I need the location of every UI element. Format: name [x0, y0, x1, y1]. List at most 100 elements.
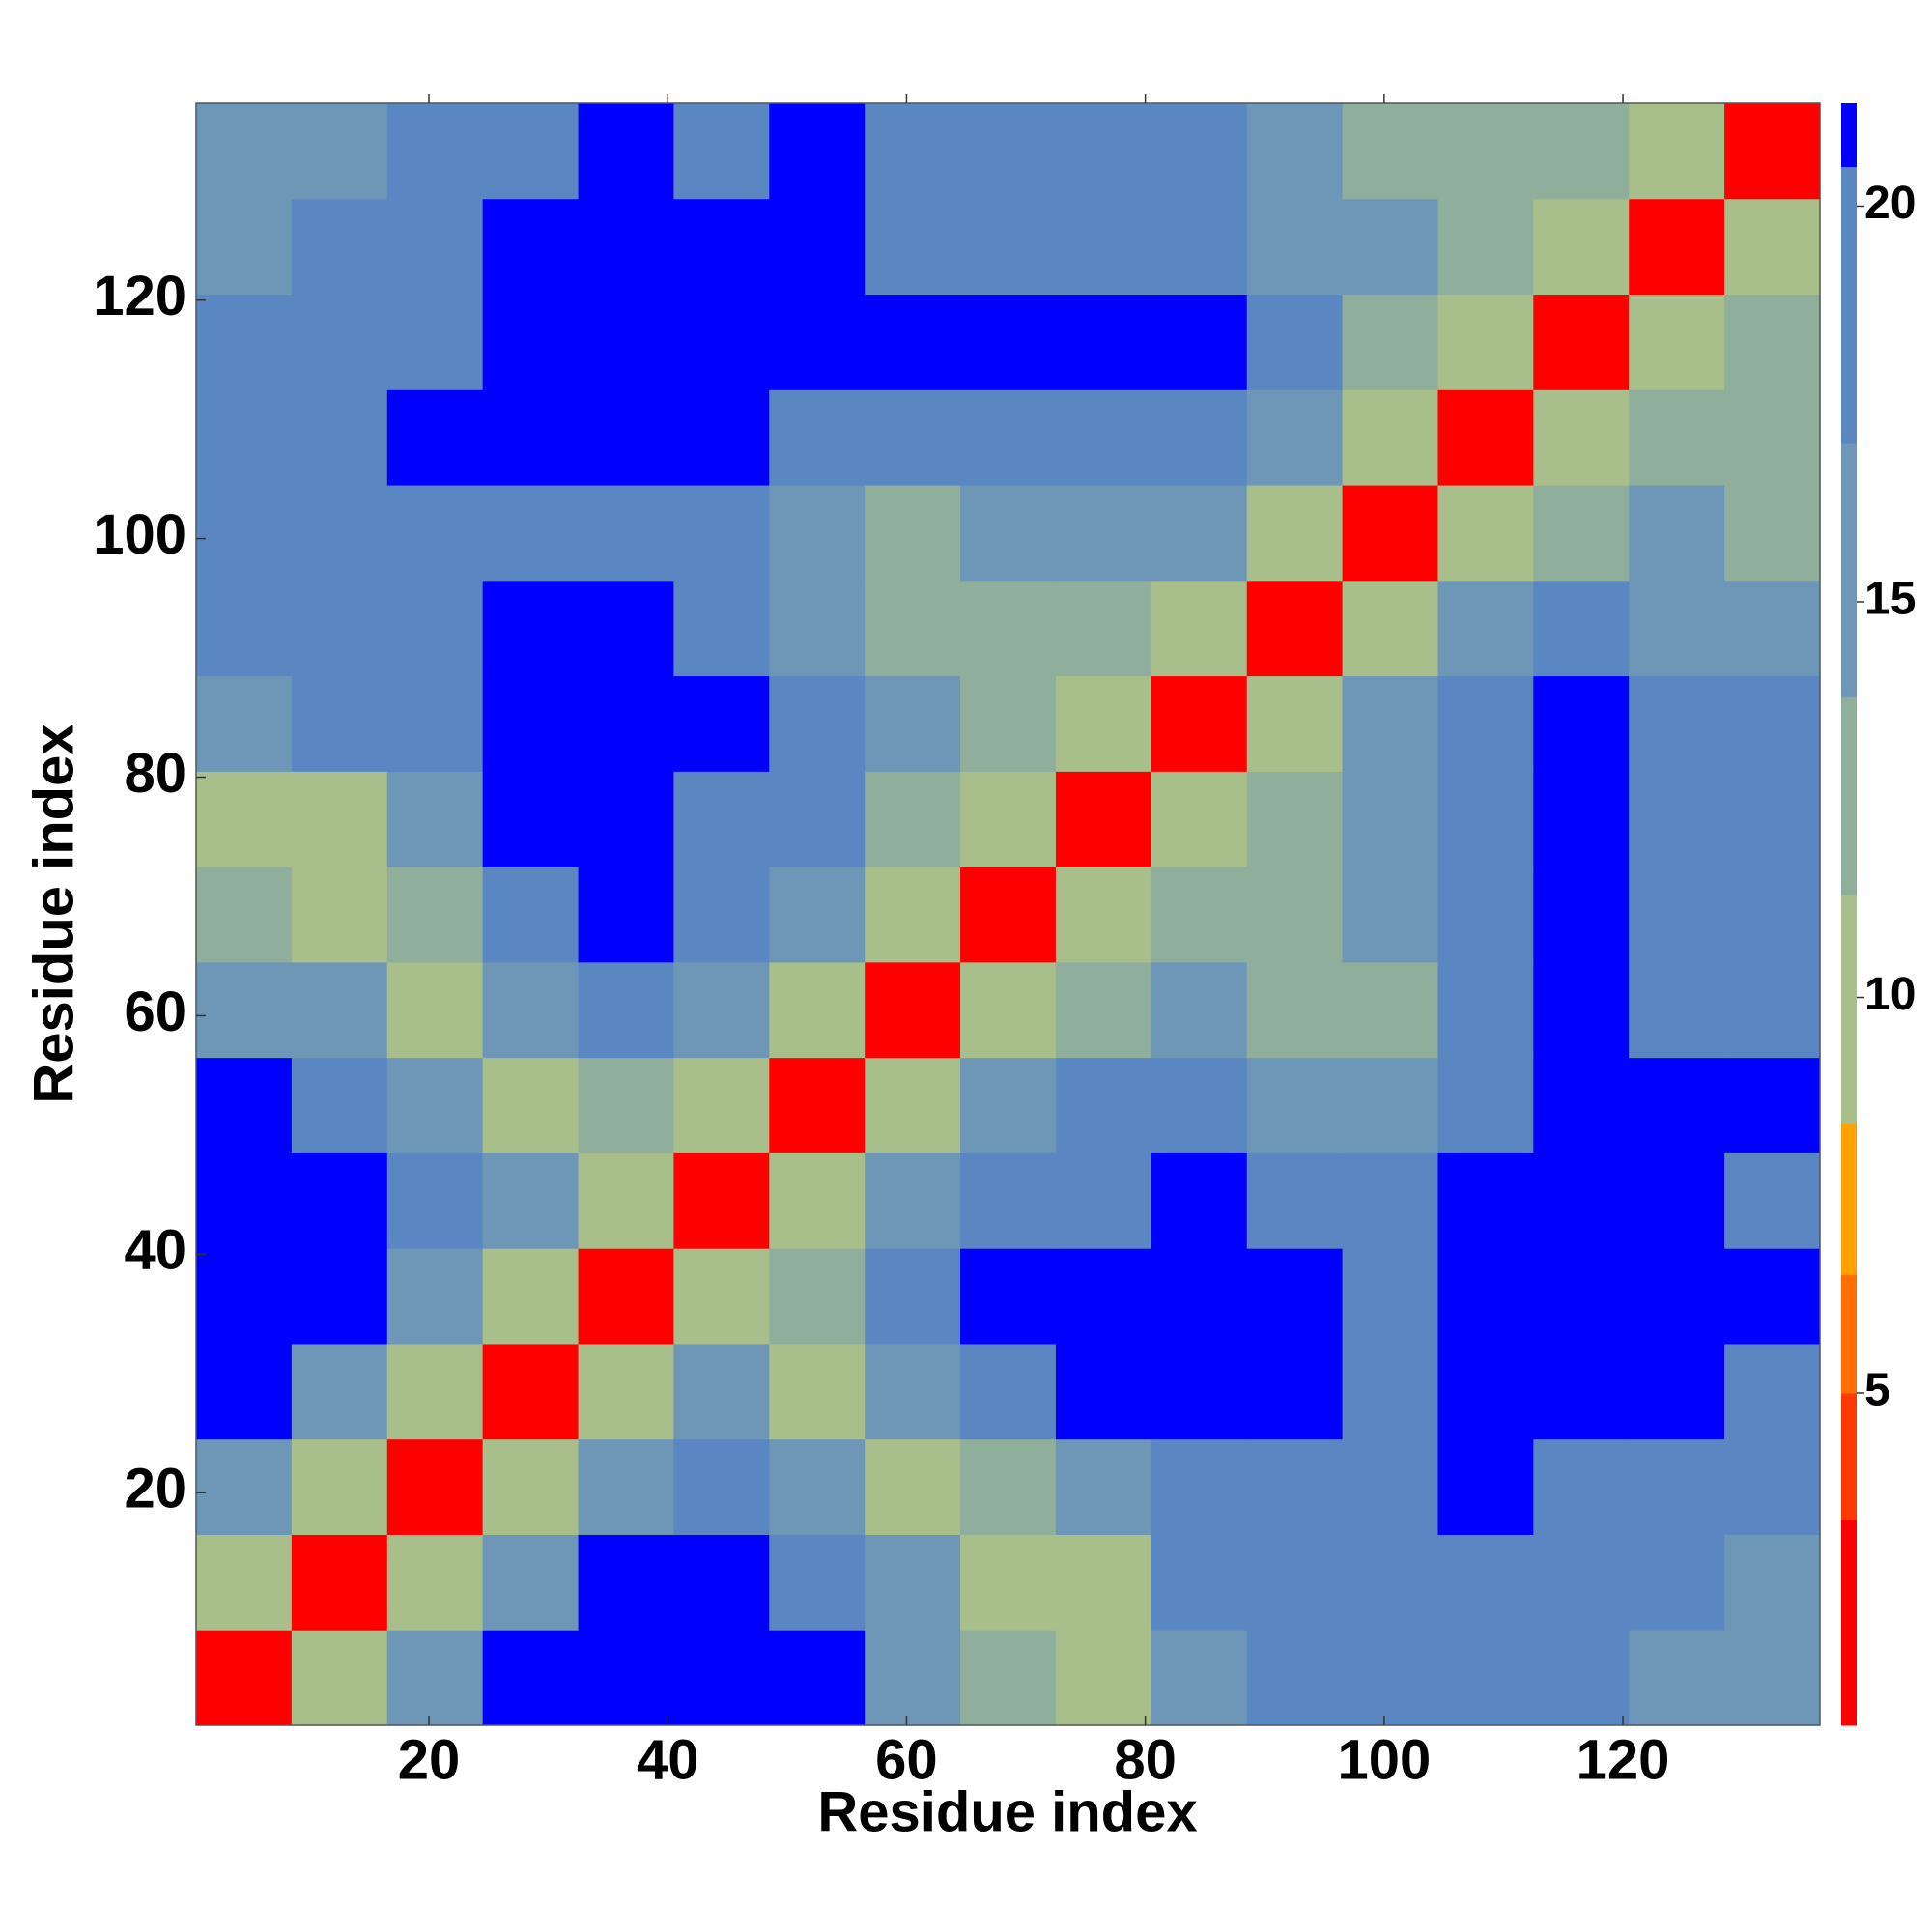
heatmap-cell — [865, 198, 961, 296]
heatmap-cell — [1151, 1248, 1248, 1345]
heatmap-cell — [769, 485, 866, 582]
heatmap-cell — [960, 675, 1057, 772]
heatmap-cell — [1055, 867, 1152, 963]
heatmap-cell — [386, 580, 484, 677]
heatmap-cell — [1246, 485, 1344, 582]
heatmap-cell — [578, 103, 674, 200]
heatmap-cell — [1629, 485, 1725, 582]
heatmap-cell — [386, 198, 484, 296]
heatmap-cell — [1724, 771, 1821, 867]
heatmap-cell — [960, 580, 1057, 677]
heatmap-cell — [865, 1343, 961, 1440]
heatmap-cell — [196, 389, 293, 486]
heatmap-cell — [1055, 675, 1152, 772]
heatmap-cell — [1246, 1057, 1344, 1153]
heatmap-cell — [1246, 1152, 1344, 1249]
heatmap-cell — [1246, 1438, 1344, 1535]
heatmap-cell — [1437, 1630, 1534, 1726]
heatmap-cell — [1533, 294, 1630, 390]
heatmap-cell — [1437, 294, 1534, 390]
heatmap-cell — [1437, 961, 1534, 1059]
heatmap-cell — [386, 485, 484, 582]
heatmap-cell — [1629, 1534, 1725, 1631]
heatmap-cell — [1055, 389, 1152, 486]
heatmap-cell — [960, 389, 1057, 486]
heatmap-cell — [386, 1630, 484, 1726]
heatmap-cell — [1533, 867, 1630, 963]
heatmap-cell — [960, 198, 1057, 296]
heatmap-cell — [960, 103, 1057, 200]
heatmap-cell — [1724, 675, 1821, 772]
heatmap-cell — [1246, 580, 1344, 677]
heatmap-cell — [1437, 485, 1534, 582]
heatmap-cell — [1533, 1438, 1630, 1535]
heatmap-cell — [386, 1152, 484, 1249]
heatmap-cell — [1246, 103, 1344, 200]
heatmap-cell — [1055, 1630, 1152, 1726]
heatmap-cell — [1055, 771, 1152, 867]
colorbar-tick-label: 10 — [1864, 969, 1916, 1020]
heatmap-cell — [1055, 1248, 1152, 1345]
y-tick-label: 100 — [93, 503, 186, 566]
heatmap-cell — [865, 867, 961, 963]
heatmap-cell — [386, 103, 484, 200]
heatmap-cell — [482, 1152, 580, 1249]
heatmap-cell — [578, 675, 674, 772]
heatmap-cell — [1724, 1438, 1821, 1535]
heatmap-cell — [1629, 1152, 1725, 1249]
heatmap-cell — [291, 580, 388, 677]
heatmap-cell — [1342, 580, 1438, 677]
heatmap-cell — [1629, 675, 1725, 772]
heatmap-cell — [769, 1438, 866, 1535]
heatmap-cell — [1437, 867, 1534, 963]
heatmap-cell — [196, 1630, 293, 1726]
heatmap-cell — [1151, 771, 1248, 867]
heatmap-cell — [769, 1248, 866, 1345]
heatmap-cell — [1629, 1343, 1725, 1440]
x-tick-label: 40 — [637, 1728, 699, 1791]
heatmap-cell — [1055, 103, 1152, 200]
heatmap-cell — [1151, 1438, 1248, 1535]
heatmap-cell — [960, 1152, 1057, 1249]
heatmap-cell — [865, 1248, 961, 1345]
heatmap-cell — [1151, 103, 1248, 200]
colorbar-tick-label: 15 — [1864, 574, 1916, 625]
heatmap-cell — [1533, 771, 1630, 867]
heatmap-cell — [1437, 580, 1534, 677]
heatmap-cell — [1055, 1534, 1152, 1631]
heatmap-cell — [196, 1534, 293, 1631]
heatmap-cell — [1342, 389, 1438, 486]
colorbar-segment — [1841, 696, 1857, 895]
heatmap-cell — [673, 771, 770, 867]
heatmap-cell — [482, 389, 580, 486]
heatmap-cell — [1055, 1343, 1152, 1440]
heatmap-cell — [196, 1438, 293, 1535]
heatmap-cell — [1342, 1630, 1438, 1726]
heatmap-cell — [865, 580, 961, 677]
x-axis-label: Residue index — [817, 1780, 1197, 1843]
heatmap-cell — [960, 485, 1057, 582]
heatmap-cell — [386, 771, 484, 867]
colorbar-tick-label: 5 — [1864, 1365, 1890, 1416]
heatmap-cell — [865, 294, 961, 390]
heatmap-cell — [1246, 294, 1344, 390]
heatmap-cell — [482, 771, 580, 867]
heatmap-cell — [1533, 961, 1630, 1059]
heatmap-cell — [1533, 389, 1630, 486]
heatmap-cell — [291, 1630, 388, 1726]
heatmap-cell — [1151, 1630, 1248, 1726]
heatmap-cell — [769, 1630, 866, 1726]
heatmap-cell — [1724, 580, 1821, 677]
heatmap-cell — [1246, 1248, 1344, 1345]
heatmap-cell — [960, 1248, 1057, 1345]
x-tick-label: 80 — [1114, 1728, 1177, 1791]
heatmap-cell — [865, 1534, 961, 1631]
heatmap-cell — [482, 1248, 580, 1345]
heatmap-cell — [1533, 675, 1630, 772]
heatmap-cell — [578, 1248, 674, 1345]
x-tick-label: 60 — [875, 1728, 938, 1791]
heatmap-cell — [386, 1248, 484, 1345]
heatmap-cell — [482, 1438, 580, 1535]
heatmap-cell — [1724, 1630, 1821, 1726]
